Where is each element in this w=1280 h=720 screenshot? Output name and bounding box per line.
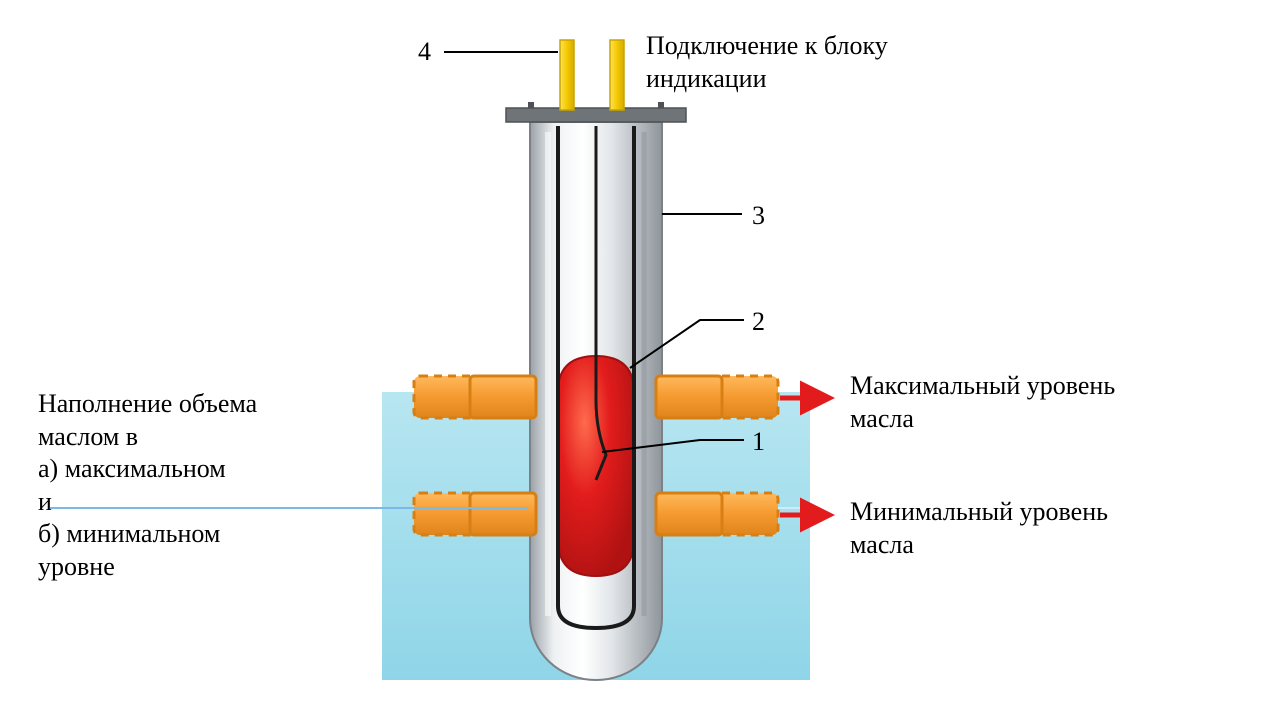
- label-2: 2: [752, 306, 765, 339]
- label-min-level: Минимальный уровень масла: [850, 496, 1108, 561]
- label-4: 4: [418, 36, 431, 69]
- sensor-diagram: [0, 0, 1280, 720]
- connector-pins: [560, 40, 624, 110]
- label-3: 3: [752, 200, 765, 233]
- label-1: 1: [752, 426, 765, 459]
- label-connection: Подключение к блоку индикации: [646, 30, 888, 95]
- label-fill-volume: Наполнение объема маслом в а) максимальн…: [38, 388, 257, 583]
- cap: [506, 102, 686, 122]
- label-max-level: Максимальный уровень масла: [850, 370, 1115, 435]
